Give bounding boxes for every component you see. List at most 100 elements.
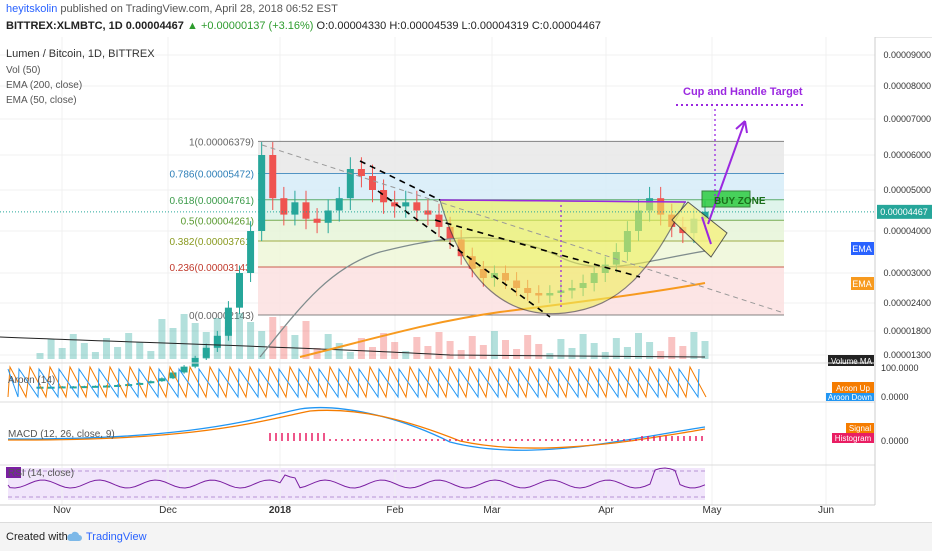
target-label: Cup and Handle Target bbox=[683, 86, 803, 98]
candle-body bbox=[180, 366, 188, 373]
volume-bar bbox=[679, 346, 687, 359]
x-tick-label: Jun bbox=[818, 505, 834, 516]
volume-bar bbox=[213, 318, 221, 359]
volume-bar bbox=[36, 353, 44, 359]
volume-bar bbox=[590, 343, 598, 359]
publish-line: heyitskolin published on TradingView.com… bbox=[6, 3, 338, 15]
volume-bar bbox=[402, 351, 410, 359]
candle-body bbox=[313, 218, 321, 223]
y-tick-label: 0.00008000 bbox=[881, 81, 931, 91]
volume-bar bbox=[380, 333, 388, 359]
candle-body bbox=[413, 202, 421, 211]
volume-bar bbox=[468, 336, 476, 359]
fib-band bbox=[258, 173, 784, 200]
ema-tag-orange-text: EMA bbox=[852, 279, 872, 289]
handle-arrow bbox=[701, 216, 712, 245]
handle-box bbox=[671, 201, 728, 258]
channel-mid-line bbox=[434, 219, 641, 278]
ind-vol: Vol (50) bbox=[6, 65, 40, 76]
footer: Created with TradingView bbox=[0, 522, 932, 551]
y-tick-label: 0.00002400 bbox=[881, 298, 931, 308]
candle-body bbox=[346, 169, 354, 199]
x-tick-label: Mar bbox=[483, 505, 501, 516]
volume-bar bbox=[579, 334, 587, 359]
channel-top-line bbox=[359, 160, 441, 201]
volume-bar bbox=[568, 348, 576, 359]
ind-ema50: EMA (50, close) bbox=[6, 95, 77, 106]
volume-bar bbox=[47, 339, 55, 359]
aroon-down-line bbox=[7, 367, 700, 399]
volume-bar bbox=[136, 342, 144, 359]
volume-bar bbox=[601, 352, 609, 359]
aroon-tick: 100.0000 bbox=[881, 363, 919, 373]
current-price-tag bbox=[877, 204, 932, 219]
candle-body bbox=[324, 210, 332, 223]
volume-bar bbox=[424, 346, 432, 359]
chart-area[interactable]: 1(0.00006379) 0.786(0.00005472) 0.618(0.00… bbox=[0, 37, 932, 522]
candle-body bbox=[114, 384, 122, 387]
candle-body bbox=[280, 198, 288, 215]
volume-bar bbox=[369, 347, 376, 359]
candle-body bbox=[213, 335, 221, 348]
pane-labels: Lumen / Bitcoin, 1D, BITTREX Vol (50) EM… bbox=[6, 48, 873, 479]
candle-body bbox=[269, 155, 277, 199]
projection-arrow bbox=[707, 120, 746, 225]
candle-body bbox=[47, 386, 55, 389]
macd-line bbox=[7, 406, 706, 451]
volume-bar bbox=[657, 351, 665, 359]
rsi-tag bbox=[6, 467, 21, 478]
last-price: 0.00004467 bbox=[125, 20, 184, 32]
candle-body bbox=[91, 385, 99, 388]
aroon-tick: 0.0000 bbox=[881, 392, 909, 402]
volume-bar bbox=[291, 335, 299, 359]
chart-title: Lumen / Bitcoin, 1D, BITTREX bbox=[6, 48, 155, 60]
author-link[interactable]: heyitskolin bbox=[6, 3, 58, 15]
price-change: +0.00000137 (+3.16%) bbox=[200, 20, 314, 32]
volume-bar bbox=[125, 333, 133, 359]
cup-rim-line bbox=[439, 199, 687, 203]
quote-line: BITTREX:XLMBTC, 1D 0.00004467 ▲ +0.00000… bbox=[6, 20, 601, 32]
volume-bar bbox=[479, 345, 487, 359]
ind-ema200: EMA (200, close) bbox=[6, 80, 82, 91]
candle-body bbox=[136, 382, 144, 385]
y-tick-label: 0.00003000 bbox=[881, 268, 931, 278]
ema-tag-orange bbox=[851, 277, 874, 290]
y-tick-label: 0.00004000 bbox=[881, 226, 931, 236]
tradingview-link[interactable]: TradingView bbox=[86, 531, 147, 543]
fib-level-label: 0.618(0.00004761) bbox=[169, 196, 254, 207]
y-tick-label: 0.00005000 bbox=[881, 185, 931, 195]
channel-bottom-line bbox=[377, 190, 551, 318]
axes: Nov Dec 2018 Feb Mar Apr May Jun 0.00009000 0.0… bbox=[0, 37, 932, 516]
candle-body bbox=[169, 372, 177, 379]
rsi-title: RSI (14, close) bbox=[8, 468, 74, 479]
volume-bar bbox=[280, 326, 288, 359]
symbol-label: BITTREX:XLMBTC, 1D bbox=[6, 20, 123, 32]
drawings bbox=[0, 104, 875, 318]
ema200-line bbox=[299, 282, 706, 358]
candle-body bbox=[446, 226, 454, 240]
candle-body bbox=[69, 386, 77, 389]
volume-bar bbox=[202, 332, 210, 359]
macd-tick: 0.0000 bbox=[881, 436, 909, 446]
volume-ma-line bbox=[0, 336, 706, 358]
candle-body bbox=[80, 386, 88, 389]
volume-bar bbox=[147, 351, 155, 359]
volume-bar bbox=[91, 352, 99, 359]
projection-arrow-head bbox=[735, 120, 748, 134]
cloud-icon bbox=[67, 531, 82, 541]
fib-level-label: 0.5(0.00004261) bbox=[181, 216, 254, 227]
volume-bar bbox=[247, 322, 255, 359]
long-downtrend-line bbox=[261, 144, 785, 314]
volume-bar bbox=[612, 338, 620, 359]
candle-body bbox=[58, 386, 66, 389]
candle-body bbox=[158, 378, 166, 382]
volume-bar bbox=[258, 331, 266, 359]
volume-bar bbox=[623, 347, 631, 359]
fib-level-label: 0(0.00002143) bbox=[189, 311, 254, 322]
volume-bar bbox=[391, 342, 399, 359]
fib-band bbox=[258, 141, 784, 174]
x-tick-label: Apr bbox=[598, 505, 614, 516]
candle-body bbox=[335, 198, 343, 211]
volume-bar bbox=[224, 327, 232, 359]
candle-body bbox=[424, 210, 432, 215]
